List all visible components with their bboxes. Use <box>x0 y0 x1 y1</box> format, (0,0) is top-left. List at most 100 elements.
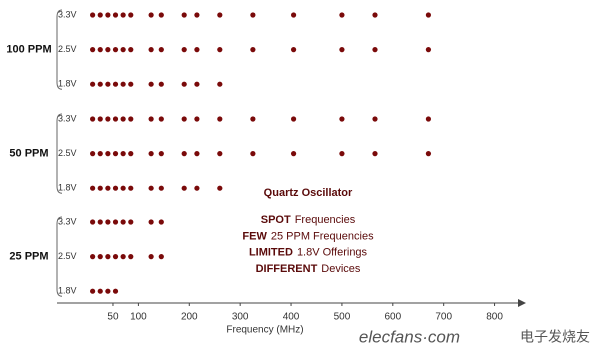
dot <box>250 151 256 157</box>
annotation-text: 25 PPM Frequencies <box>271 230 374 242</box>
dot <box>112 254 119 260</box>
dot <box>120 185 126 191</box>
dot <box>120 47 126 53</box>
dot <box>148 116 154 122</box>
dot <box>290 151 297 157</box>
dot <box>148 219 154 225</box>
dot <box>97 116 103 122</box>
dot <box>90 254 96 260</box>
dot <box>97 185 103 191</box>
dot <box>112 12 119 18</box>
dot <box>112 185 119 191</box>
dot <box>425 151 432 157</box>
dot <box>217 151 223 157</box>
x-tick-label: 600 <box>384 312 401 323</box>
dot <box>372 47 378 53</box>
dot <box>90 81 96 87</box>
dot <box>290 47 297 53</box>
dot <box>90 116 96 122</box>
dot <box>217 12 223 18</box>
dot <box>112 288 119 294</box>
x-tick-label: 700 <box>435 312 452 323</box>
dot <box>90 185 96 191</box>
dot <box>105 116 111 122</box>
dot <box>128 219 134 225</box>
annotation-line: DIFFERENT Devices <box>256 263 361 275</box>
dot <box>112 219 119 225</box>
x-tick-label: 300 <box>232 312 249 323</box>
dot <box>148 185 154 191</box>
dot <box>194 151 200 157</box>
dot <box>97 219 103 225</box>
dot <box>105 151 111 157</box>
annotation-text: 1.8V Offerings <box>297 247 368 259</box>
dot <box>105 12 111 18</box>
dot <box>105 47 111 53</box>
dot <box>158 254 164 260</box>
dot <box>194 47 200 53</box>
dot <box>158 219 164 225</box>
dot <box>339 151 345 157</box>
dot <box>181 81 187 87</box>
dot <box>128 151 134 157</box>
dot <box>120 219 126 225</box>
dot <box>148 12 154 18</box>
dot <box>194 116 200 122</box>
x-tick-label: 200 <box>181 312 198 323</box>
dot <box>372 151 378 157</box>
annotation-bold: DIFFERENT <box>256 263 318 275</box>
dot <box>425 116 432 122</box>
dot <box>90 219 96 225</box>
dot <box>105 81 111 87</box>
dot <box>97 151 103 157</box>
group-label: 25 PPM <box>9 251 48 263</box>
dot <box>97 81 103 87</box>
watermark-site: elecfans·com <box>359 327 460 346</box>
dot <box>120 81 126 87</box>
bracket <box>56 113 63 194</box>
annotation-bold: LIMITED <box>249 247 293 259</box>
dot <box>158 12 164 18</box>
dot <box>128 81 134 87</box>
x-tick-label: 800 <box>486 312 503 323</box>
dot <box>120 12 126 18</box>
x-axis-label: Frequency (MHz) <box>226 325 303 336</box>
annotation-line: FEW 25 PPM Frequencies <box>242 230 374 242</box>
dot <box>194 185 200 191</box>
dot <box>112 81 119 87</box>
x-tick-label: 50 <box>107 312 119 323</box>
annotation-line: SPOT Frequencies <box>261 214 356 226</box>
dot <box>181 185 187 191</box>
dot <box>120 116 126 122</box>
x-tick-label: 100 <box>130 312 147 323</box>
dot <box>120 151 126 157</box>
row-label: 1.8V <box>58 286 77 296</box>
dot <box>372 116 378 122</box>
row-label: 3.3V <box>58 113 77 123</box>
row-label: 1.8V <box>58 79 77 89</box>
dot <box>339 116 345 122</box>
annotation-bold: SPOT <box>261 214 291 226</box>
x-tick-label: 500 <box>334 312 351 323</box>
dot <box>425 47 432 53</box>
dot <box>148 81 154 87</box>
dot <box>97 47 103 53</box>
dot <box>217 81 223 87</box>
dot <box>148 254 154 260</box>
dot <box>128 47 134 53</box>
annotation-title: Quartz Oscillator <box>264 187 353 199</box>
dot <box>158 81 164 87</box>
dot <box>128 254 134 260</box>
annotation-bold: FEW <box>242 230 267 242</box>
dot <box>181 116 187 122</box>
dot <box>290 12 297 18</box>
row-label: 2.5V <box>58 44 77 54</box>
watermark-brand: 电子发烧友 <box>520 329 590 345</box>
row-label: 2.5V <box>58 148 77 158</box>
dot <box>372 12 378 18</box>
dot <box>181 151 187 157</box>
dot <box>112 47 119 53</box>
dot <box>290 116 297 122</box>
dot <box>217 185 223 191</box>
